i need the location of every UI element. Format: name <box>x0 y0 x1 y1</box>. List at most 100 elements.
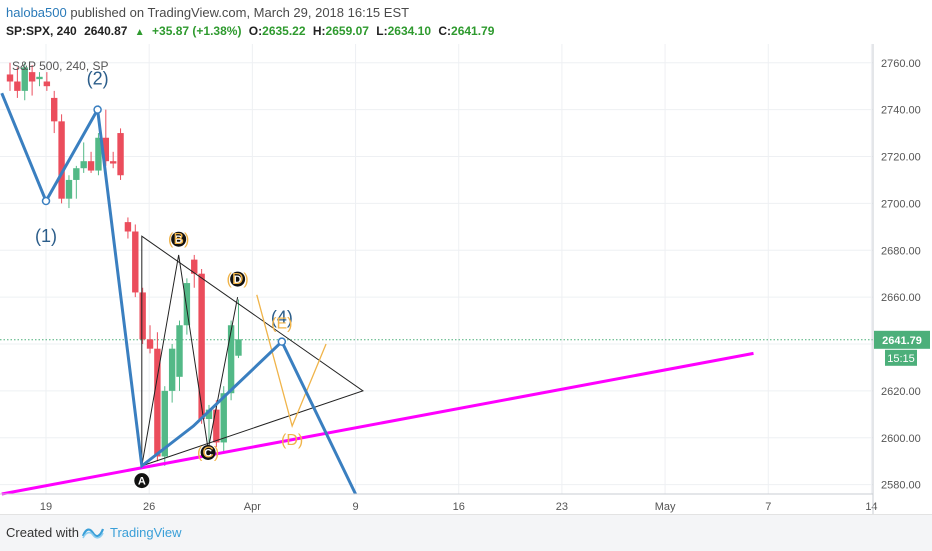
candle-body <box>132 231 139 293</box>
pattern-label-orange: (D) <box>227 271 249 288</box>
x-tick-label: 23 <box>556 501 568 513</box>
wave-node <box>93 105 102 114</box>
pattern-label-orange: (D) <box>281 432 303 449</box>
candle-body <box>154 348 161 457</box>
candle-body <box>43 81 51 87</box>
wave-node <box>277 337 287 346</box>
candle-body <box>124 222 132 232</box>
candle-body <box>176 325 183 377</box>
candle-body <box>80 161 87 169</box>
high-label: H: <box>312 24 326 38</box>
price-chart[interactable]: (1) (2) (4) A B C D (B) (C) (D) (E) (D) 2580.00 2600… <box>0 44 932 518</box>
candle-body <box>73 168 80 180</box>
pattern-badge <box>200 445 216 460</box>
price-tag-text: 2641.79 <box>882 335 922 347</box>
candle-body <box>139 292 146 340</box>
x-tick-label: May <box>655 501 676 513</box>
pattern-badge-text: D <box>234 274 242 286</box>
open-value: 2635.22 <box>262 24 306 38</box>
y-tick-label: 2580.00 <box>881 480 921 492</box>
y-tick-label: 2720.00 <box>881 152 921 164</box>
close-label: C: <box>438 24 452 38</box>
candle-body <box>205 409 213 419</box>
pattern-badge-text: A <box>138 476 146 488</box>
candle-body <box>198 273 205 419</box>
pattern-label-orange: (C) <box>197 445 219 462</box>
pattern-badge-text: C <box>204 448 212 460</box>
close-value: 2641.79 <box>451 24 495 38</box>
tradingview-logo-icon <box>82 528 104 539</box>
y-tick-label: 2680.00 <box>881 245 921 257</box>
candle-body <box>213 409 220 443</box>
x-tick-label: 14 <box>865 501 877 513</box>
created-with-text: Created with <box>6 525 79 540</box>
author-link[interactable]: haloba500 <box>6 5 67 20</box>
published-text: published on TradingView.com, March 29, … <box>70 5 410 20</box>
x-tick-label: 16 <box>453 501 465 513</box>
candle-body <box>95 137 102 171</box>
orange-projection <box>256 294 327 429</box>
wave-label: (1) <box>35 226 57 246</box>
y-tick-label: 2660.00 <box>881 292 921 304</box>
pattern-badge <box>171 231 187 247</box>
wave-label: (4) <box>271 308 293 328</box>
candle-body <box>161 390 168 457</box>
candle-body <box>51 97 58 122</box>
y-tick-label: 2740.00 <box>881 105 921 117</box>
up-arrow-icon: ▲ <box>134 27 145 38</box>
candle-body <box>14 81 21 91</box>
y-tick-label: 2700.00 <box>881 198 921 210</box>
candle-body <box>235 339 242 356</box>
candle-body <box>146 339 154 349</box>
legend-title: S&P 500, 240, SP <box>12 59 109 73</box>
candle-body <box>227 325 235 394</box>
change-value: +35.87 (+1.38%) <box>152 24 242 38</box>
candle-body <box>28 72 36 82</box>
chart-area[interactable]: (1) (2) (4) A B C D (B) (C) (D) (E) (D) 2580.00 2600… <box>0 44 932 518</box>
open-label: O: <box>248 24 263 38</box>
candle-body <box>6 74 14 82</box>
x-tick-label: 9 <box>352 501 358 513</box>
candle-body <box>220 393 227 443</box>
candle-body <box>21 67 28 91</box>
ohlc-line: SP:SPX, 240 2640.87 ▲ +35.87 (+1.38%) O:… <box>6 24 498 38</box>
wave-label: (2) <box>87 69 109 89</box>
symbol-label: SP:SPX, 240 <box>6 24 77 38</box>
candle-body <box>109 161 117 164</box>
low-value: 2634.10 <box>387 24 431 38</box>
publish-line: haloba500 published on TradingView.com, … <box>6 5 409 20</box>
wave-node <box>41 196 51 206</box>
candle-body <box>168 348 176 391</box>
pattern-label-orange: (B) <box>168 231 189 248</box>
low-label: L: <box>376 24 388 38</box>
candle-body <box>117 133 124 176</box>
y-tick-label: 2620.00 <box>881 386 921 398</box>
x-tick-label: 26 <box>143 501 155 513</box>
tradingview-link[interactable]: TradingView <box>110 525 182 540</box>
pattern-label-orange: (E) <box>271 316 292 333</box>
candle-body <box>191 259 198 274</box>
time-tag <box>885 349 917 366</box>
last-price: 2640.87 <box>84 24 128 38</box>
pattern-badge <box>134 473 150 489</box>
chart-header: haloba500 published on TradingView.com, … <box>0 0 932 44</box>
abcd-zigzag <box>141 254 239 466</box>
x-tick-label: 19 <box>40 501 52 513</box>
pattern-badge <box>230 271 246 287</box>
y-tick-label: 2760.00 <box>881 58 921 70</box>
candle-body <box>102 137 110 162</box>
candle-body <box>87 161 95 171</box>
time-tag-text: 15:15 <box>887 353 915 365</box>
pattern-badge-text: B <box>175 234 183 246</box>
candle-body <box>65 179 73 199</box>
magenta-trendline <box>1 351 754 496</box>
candle-body <box>58 121 65 199</box>
candle-body <box>36 76 43 80</box>
y-tick-label: 2600.00 <box>881 433 921 445</box>
price-tag <box>874 330 930 349</box>
x-tick-label: Apr <box>244 501 261 513</box>
triangle-pattern <box>141 235 365 467</box>
high-value: 2659.07 <box>325 24 369 38</box>
x-tick-label: 7 <box>765 501 771 513</box>
candle-body <box>183 283 191 326</box>
